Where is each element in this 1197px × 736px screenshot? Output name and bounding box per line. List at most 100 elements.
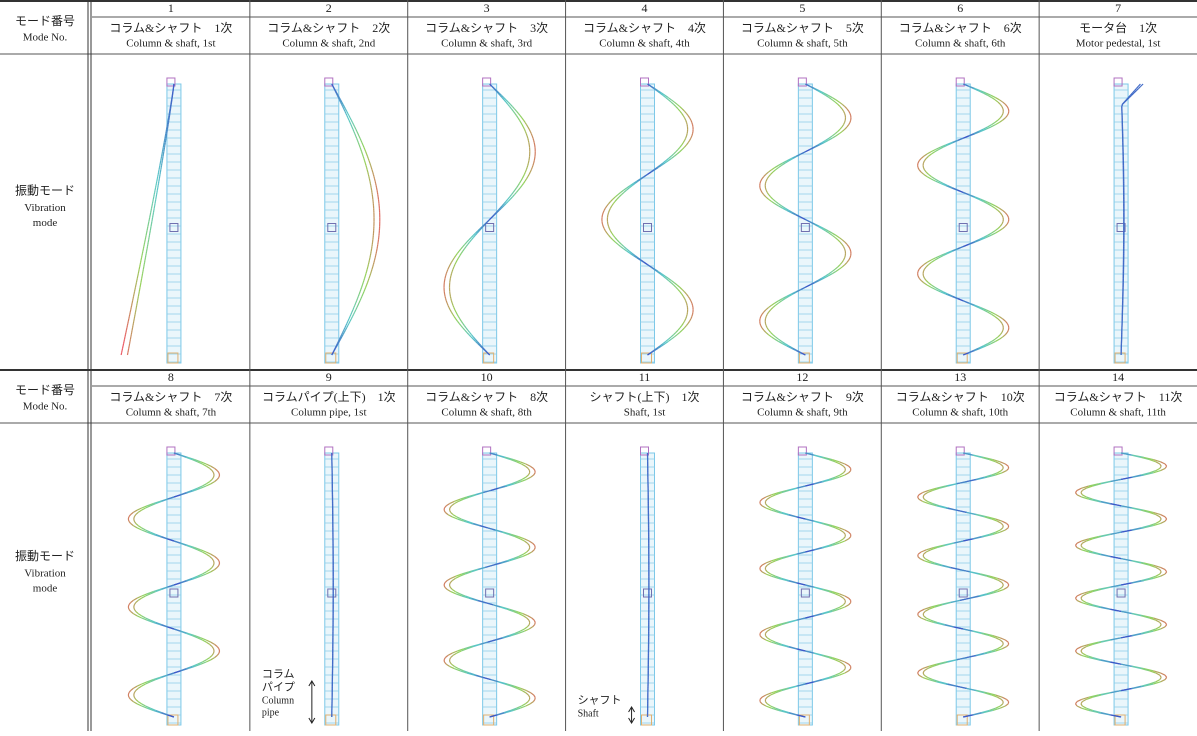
mode-curve <box>514 109 516 111</box>
mode-curve <box>835 267 838 269</box>
mode-curve <box>527 136 528 138</box>
mode-curve <box>1075 704 1077 706</box>
mode-curve <box>375 256 376 258</box>
mode-curve <box>508 199 510 201</box>
mode-curve <box>773 170 776 172</box>
mode-curve <box>1165 675 1167 677</box>
mode-curve <box>362 285 363 287</box>
mode-curve <box>617 240 619 242</box>
mode-curve <box>764 174 766 176</box>
mode-curve <box>215 644 218 646</box>
mode-curve <box>924 170 926 172</box>
mode-curve <box>845 662 849 664</box>
mode-curve <box>999 100 1002 102</box>
mode-curve <box>450 583 451 585</box>
mode-name-ja: コラム&シャフト 1次 <box>109 21 232 35</box>
mode-curve <box>1165 517 1167 519</box>
mode-curve <box>1165 622 1167 624</box>
mode-curve <box>840 464 843 466</box>
mode-curve <box>471 238 473 240</box>
mode-curve <box>771 201 774 203</box>
mode-curve <box>682 113 684 115</box>
mode-curve <box>835 238 838 240</box>
mode-curve <box>926 280 928 282</box>
mode-curve <box>444 658 445 660</box>
mode-curve <box>840 671 843 673</box>
mode-curve <box>844 532 846 534</box>
mode-curve <box>350 314 351 316</box>
mode-curve <box>129 697 131 699</box>
mode-curve <box>849 466 851 468</box>
mode-curve <box>450 310 451 312</box>
mode-curve <box>451 260 452 262</box>
mode-curve <box>839 238 842 240</box>
mode-curve <box>766 179 767 181</box>
mode-curve <box>842 129 845 131</box>
mode-curve <box>526 475 529 477</box>
mode-name-ja: コラム&シャフト 7次 <box>109 390 232 404</box>
mode-no: 3 <box>484 1 490 15</box>
mode-curve <box>343 330 344 332</box>
mode-curve <box>519 120 520 122</box>
mode-curve <box>767 638 770 640</box>
mode-curve <box>767 572 770 574</box>
mode-curve <box>918 269 919 271</box>
mode-curve <box>615 242 618 244</box>
mode-curve <box>1122 104 1123 106</box>
mode-curve <box>845 127 847 129</box>
mode-curve <box>373 262 374 264</box>
mode-curve <box>849 258 850 260</box>
mode-curve <box>928 262 931 264</box>
mode-curve <box>211 482 215 484</box>
mode-curve <box>845 605 849 607</box>
mode-curve <box>460 319 461 321</box>
mode-curve <box>510 197 512 199</box>
mode-curve <box>350 118 351 120</box>
mode-curve <box>446 271 447 273</box>
mode-curve <box>1161 627 1166 629</box>
mode-curve <box>767 328 769 330</box>
mode-curve <box>525 122 526 124</box>
mode-name-en: Column & shaft, 3rd <box>441 38 533 50</box>
mode-curve <box>760 697 762 699</box>
mode-curve <box>212 647 213 649</box>
mode-curve <box>1082 541 1086 543</box>
mode-curve <box>458 256 459 258</box>
mode-curve <box>761 179 762 181</box>
mode-curve <box>668 100 671 102</box>
mode-curve <box>128 519 129 521</box>
mode-curve <box>133 510 137 512</box>
mode-curve <box>925 609 929 611</box>
mode-curve <box>766 326 767 328</box>
mode-curve <box>1075 649 1077 651</box>
mode-curve <box>352 310 353 312</box>
mode-curve <box>692 122 693 124</box>
mode-curve <box>1156 567 1160 569</box>
mode-curve <box>461 247 463 249</box>
mode-curve <box>345 328 346 330</box>
mode-curve <box>612 233 614 235</box>
mode-curve <box>683 321 684 323</box>
mode-curve <box>919 499 923 501</box>
mode-curve <box>1008 585 1009 587</box>
mode-name-en: Shaft, 1st <box>624 407 666 419</box>
mode-curve <box>844 537 846 539</box>
mode-curve <box>1075 702 1077 704</box>
mode-curve <box>447 303 448 305</box>
mode-curve <box>769 195 771 197</box>
mode-shape <box>760 78 851 363</box>
mode-curve <box>138 614 141 616</box>
mode-curve <box>767 192 769 194</box>
mode-curve <box>451 274 452 276</box>
mode-curve <box>526 134 527 136</box>
mode-curve <box>1156 515 1160 517</box>
mode-curve <box>1156 673 1160 675</box>
mode-curve <box>768 170 771 172</box>
mode-curve <box>992 98 995 100</box>
mode-curve <box>690 118 691 120</box>
mode-curve <box>529 129 530 131</box>
mode-curve <box>529 620 530 622</box>
mode-curve <box>522 691 526 693</box>
mode-curve <box>995 231 999 233</box>
mode-curve <box>682 290 684 292</box>
